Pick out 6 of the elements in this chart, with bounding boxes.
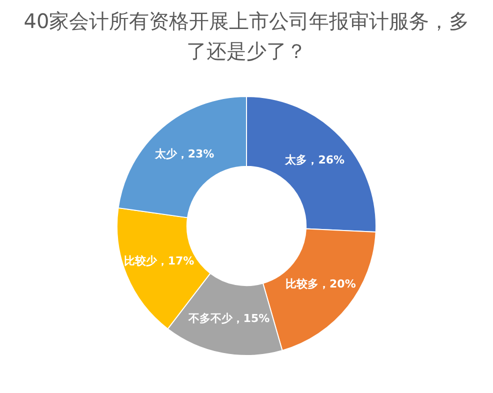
slice-label: 不多不少，15%: [187, 312, 270, 325]
slice-label: 比较少，17%: [124, 254, 194, 268]
slice-label: 太多，26%: [284, 154, 345, 167]
chart-title: 40家会计所有资格开展上市公司年报审计服务，多了还是少了？: [22, 8, 470, 65]
slice-label: 太少，23%: [154, 148, 214, 160]
slice-label: 比较多，20%: [286, 277, 356, 290]
